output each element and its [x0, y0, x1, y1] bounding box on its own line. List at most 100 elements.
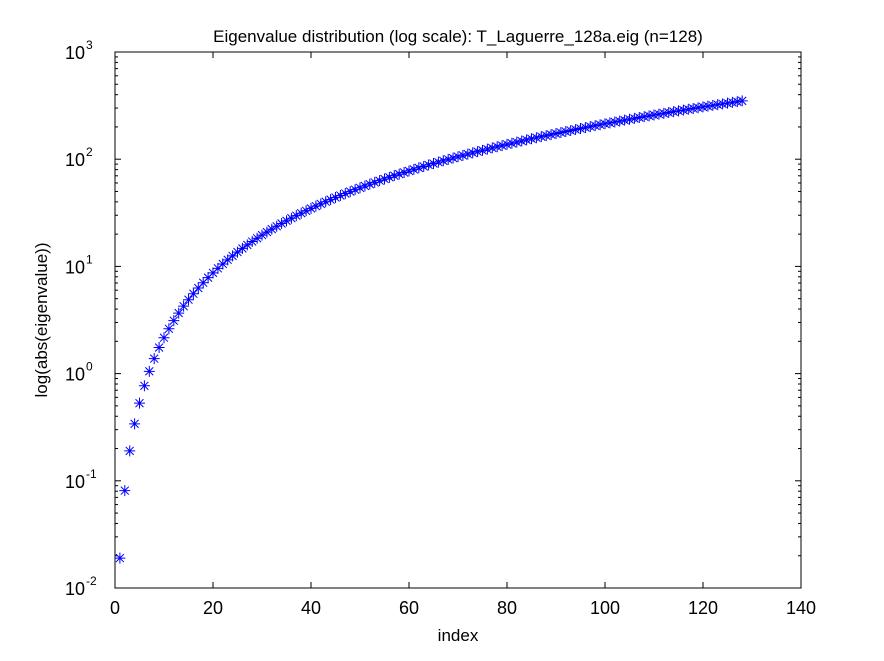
- data-point: [604, 117, 616, 129]
- data-point: [114, 552, 126, 564]
- x-tick-label: 60: [399, 598, 419, 618]
- data-point: [241, 239, 253, 251]
- data-point: [692, 102, 704, 114]
- data-point: [687, 102, 699, 114]
- data-point: [628, 112, 640, 124]
- data-point: [472, 146, 484, 158]
- data-point: [633, 112, 645, 124]
- data-point: [153, 342, 165, 354]
- x-tick-label: 140: [786, 598, 816, 618]
- data-point: [486, 142, 498, 154]
- y-tick-exponent: 1: [86, 252, 93, 266]
- data-point: [369, 176, 381, 188]
- x-tick-label: 100: [590, 598, 620, 618]
- y-tick-exponent: -1: [86, 467, 97, 481]
- data-point: [315, 198, 327, 210]
- data-point: [222, 254, 234, 266]
- data-point: [173, 307, 185, 319]
- data-point: [290, 210, 302, 222]
- y-tick-label: 10: [65, 257, 85, 277]
- data-point: [545, 129, 557, 141]
- data-point: [119, 485, 131, 497]
- data-point: [477, 144, 488, 156]
- data-point: [374, 175, 386, 187]
- data-point: [682, 103, 694, 115]
- data-point: [638, 111, 650, 123]
- data-point: [266, 223, 278, 235]
- data-point: [712, 99, 724, 111]
- data-point: [168, 315, 180, 327]
- data-point: [413, 162, 425, 174]
- data-point: [540, 130, 552, 142]
- y-tick-base: 10: [65, 365, 85, 385]
- data-markers: [114, 95, 748, 564]
- data-point: [668, 106, 680, 118]
- y-tick-base: 10: [65, 472, 85, 492]
- data-point: [570, 124, 582, 136]
- data-point: [584, 121, 596, 133]
- data-point: [491, 141, 503, 153]
- data-point: [236, 242, 248, 254]
- data-point: [648, 109, 660, 121]
- data-point: [197, 277, 209, 289]
- y-axis-label: log(abs(eigenvalue)): [32, 243, 51, 398]
- y-tick-label: 10: [65, 43, 85, 63]
- data-point: [432, 156, 444, 168]
- data-point: [447, 152, 459, 164]
- data-point: [467, 147, 479, 159]
- y-tick-label: 10: [65, 150, 85, 170]
- x-tick-label: 0: [110, 598, 120, 618]
- data-point: [379, 173, 390, 185]
- data-point: [658, 107, 670, 119]
- data-point: [594, 119, 606, 131]
- data-point: [383, 171, 395, 183]
- data-point: [535, 131, 547, 143]
- data-point: [428, 158, 439, 170]
- data-point: [364, 178, 376, 190]
- data-point: [506, 137, 518, 149]
- data-point: [731, 96, 743, 108]
- data-point: [158, 332, 170, 344]
- data-point: [726, 96, 738, 108]
- data-point: [143, 365, 155, 377]
- data-point: [124, 445, 136, 457]
- y-tick-base: 10: [65, 43, 85, 63]
- y-tick-base: 10: [65, 150, 85, 170]
- data-point: [310, 200, 322, 212]
- data-point: [202, 272, 214, 284]
- data-point: [452, 151, 464, 163]
- data-point: [251, 232, 263, 244]
- data-point: [232, 246, 243, 258]
- y-tick-exponent: -2: [86, 574, 97, 588]
- data-point: [457, 149, 469, 161]
- data-point: [178, 300, 190, 312]
- data-point: [388, 170, 400, 182]
- data-point: [325, 194, 337, 206]
- data-point: [330, 192, 341, 204]
- data-point: [511, 136, 523, 148]
- y-tick-base: 10: [65, 257, 85, 277]
- data-point: [526, 133, 537, 145]
- data-point: [163, 323, 175, 335]
- x-axis-label: index: [438, 626, 479, 645]
- data-point: [530, 132, 542, 144]
- data-point: [516, 135, 528, 147]
- x-tick-label: 20: [203, 598, 223, 618]
- data-point: [614, 115, 626, 127]
- data-point: [619, 114, 631, 126]
- data-point: [565, 125, 577, 137]
- x-tick-label: 40: [301, 598, 321, 618]
- y-tick-label: 10: [65, 365, 85, 385]
- data-point: [320, 196, 332, 208]
- data-point: [481, 143, 493, 155]
- chart-title: Eigenvalue distribution (log scale): T_L…: [213, 27, 703, 46]
- data-point: [550, 128, 562, 140]
- y-tick-exponent: 0: [86, 360, 93, 374]
- data-point: [575, 123, 586, 135]
- data-point: [423, 159, 435, 171]
- data-point: [736, 95, 748, 107]
- data-point: [285, 212, 297, 224]
- data-point: [418, 160, 430, 172]
- y-tick-exponent: 3: [86, 38, 93, 52]
- data-point: [722, 97, 733, 109]
